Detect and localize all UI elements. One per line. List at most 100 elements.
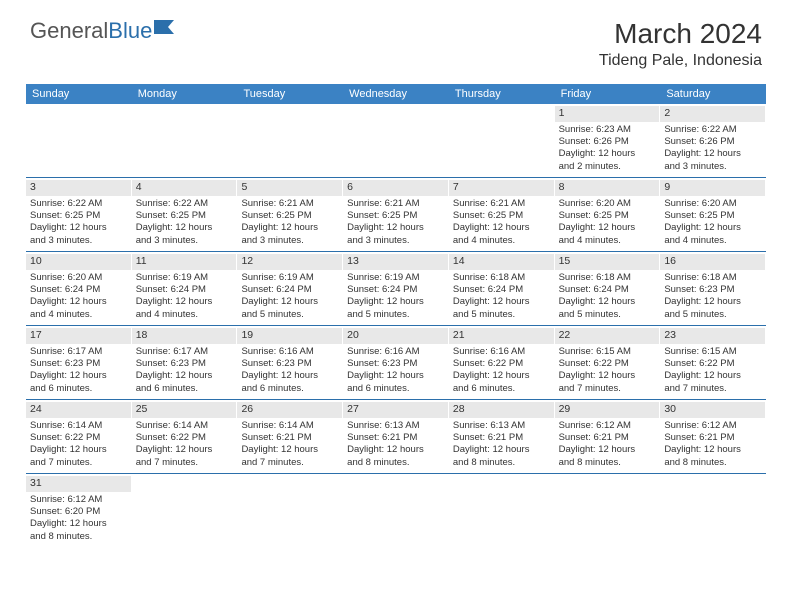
daylight-text: and 7 minutes. <box>559 383 656 395</box>
sunrise-text: Sunrise: 6:13 AM <box>347 420 444 432</box>
sunrise-text: Sunrise: 6:16 AM <box>453 346 550 358</box>
sunrise-text: Sunrise: 6:17 AM <box>136 346 233 358</box>
sunrise-text: Sunrise: 6:16 AM <box>241 346 338 358</box>
day-number <box>660 476 765 478</box>
day-cell: 25 Sunrise: 6:14 AMSunset: 6:22 PMDayligh… <box>132 400 238 473</box>
daylight-text: Daylight: 12 hours <box>241 296 338 308</box>
sunrise-text: Sunrise: 6:14 AM <box>30 420 127 432</box>
sunrise-text: Sunrise: 6:12 AM <box>30 494 127 506</box>
sunrise-text: Sunrise: 6:19 AM <box>136 272 233 284</box>
sunset-text: Sunset: 6:25 PM <box>241 210 338 222</box>
day-number: 20 <box>343 328 448 344</box>
day-cell: 6Sunrise: 6:21 AMSunset: 6:25 PMDaylight… <box>343 178 449 251</box>
sunset-text: Sunset: 6:24 PM <box>30 284 127 296</box>
daylight-text: Daylight: 12 hours <box>347 444 444 456</box>
day-number: 30 <box>660 402 765 418</box>
sunset-text: Sunset: 6:25 PM <box>30 210 127 222</box>
day-cell: 3Sunrise: 6:22 AMSunset: 6:25 PMDaylight… <box>26 178 132 251</box>
week-row: 17Sunrise: 6:17 AMSunset: 6:23 PMDayligh… <box>26 326 766 400</box>
sunrise-text: Sunrise: 6:18 AM <box>559 272 656 284</box>
day-header-wed: Wednesday <box>343 84 449 104</box>
day-number: 21 <box>449 328 554 344</box>
day-number: 19 <box>237 328 342 344</box>
day-number: 11 <box>132 254 237 270</box>
week-row: 24Sunrise: 6:14 AMSunset: 6:22 PMDayligh… <box>26 400 766 474</box>
day-cell <box>237 474 343 547</box>
day-number: 25 <box>132 402 237 418</box>
week-row: 31Sunrise: 6:12 AMSunset: 6:20 PMDayligh… <box>26 474 766 547</box>
day-number <box>132 476 237 478</box>
day-header-sat: Saturday <box>660 84 766 104</box>
daylight-text: Daylight: 12 hours <box>30 370 127 382</box>
day-number: 9 <box>660 180 765 196</box>
day-cell: 12Sunrise: 6:19 AMSunset: 6:24 PMDayligh… <box>237 252 343 325</box>
daylight-text: and 4 minutes. <box>664 235 761 247</box>
sunrise-text: Sunrise: 6:20 AM <box>559 198 656 210</box>
day-headers-row: Sunday Monday Tuesday Wednesday Thursday… <box>26 84 766 104</box>
sunset-text: Sunset: 6:23 PM <box>30 358 127 370</box>
sunset-text: Sunset: 6:25 PM <box>664 210 761 222</box>
day-cell: 10Sunrise: 6:20 AMSunset: 6:24 PMDayligh… <box>26 252 132 325</box>
day-cell: 31Sunrise: 6:12 AMSunset: 6:20 PMDayligh… <box>26 474 132 547</box>
daylight-text: and 7 minutes. <box>664 383 761 395</box>
daylight-text: and 4 minutes. <box>30 309 127 321</box>
sunrise-text: Sunrise: 6:23 AM <box>559 124 656 136</box>
day-header-sun: Sunday <box>26 84 132 104</box>
calendar: Sunday Monday Tuesday Wednesday Thursday… <box>26 84 766 547</box>
sunrise-text: Sunrise: 6:21 AM <box>241 198 338 210</box>
daylight-text: Daylight: 12 hours <box>453 222 550 234</box>
day-cell: 8 Sunrise: 6:20 AMSunset: 6:25 PMDaylight… <box>555 178 661 251</box>
day-cell: 30Sunrise: 6:12 AMSunset: 6:21 PMDayligh… <box>660 400 766 473</box>
daylight-text: Daylight: 12 hours <box>559 148 656 160</box>
daylight-text: and 7 minutes. <box>241 457 338 469</box>
sunset-text: Sunset: 6:21 PM <box>453 432 550 444</box>
week-row: 3Sunrise: 6:22 AMSunset: 6:25 PMDaylight… <box>26 178 766 252</box>
sunset-text: Sunset: 6:24 PM <box>347 284 444 296</box>
sunset-text: Sunset: 6:25 PM <box>136 210 233 222</box>
daylight-text: and 4 minutes. <box>136 309 233 321</box>
daylight-text: and 5 minutes. <box>559 309 656 321</box>
sunset-text: Sunset: 6:25 PM <box>347 210 444 222</box>
day-number: 15 <box>555 254 660 270</box>
sunset-text: Sunset: 6:23 PM <box>347 358 444 370</box>
daylight-text: Daylight: 12 hours <box>453 296 550 308</box>
sunrise-text: Sunrise: 6:20 AM <box>664 198 761 210</box>
daylight-text: Daylight: 12 hours <box>559 370 656 382</box>
daylight-text: Daylight: 12 hours <box>559 222 656 234</box>
day-number <box>132 106 237 108</box>
day-number: 4 <box>132 180 237 196</box>
day-cell: 28Sunrise: 6:13 AMSunset: 6:21 PMDayligh… <box>449 400 555 473</box>
daylight-text: Daylight: 12 hours <box>347 222 444 234</box>
day-number <box>237 476 342 478</box>
sunrise-text: Sunrise: 6:12 AM <box>664 420 761 432</box>
day-number: 24 <box>26 402 131 418</box>
day-cell: 23Sunrise: 6:15 AMSunset: 6:22 PMDayligh… <box>660 326 766 399</box>
daylight-text: Daylight: 12 hours <box>347 296 444 308</box>
day-cell: 19Sunrise: 6:16 AMSunset: 6:23 PMDayligh… <box>237 326 343 399</box>
sunrise-text: Sunrise: 6:15 AM <box>559 346 656 358</box>
daylight-text: Daylight: 12 hours <box>347 370 444 382</box>
sunset-text: Sunset: 6:23 PM <box>664 284 761 296</box>
daylight-text: Daylight: 12 hours <box>136 444 233 456</box>
sunset-text: Sunset: 6:22 PM <box>136 432 233 444</box>
sunset-text: Sunset: 6:25 PM <box>559 210 656 222</box>
location-label: Tideng Pale, Indonesia <box>599 52 762 70</box>
sunrise-text: Sunrise: 6:14 AM <box>136 420 233 432</box>
day-cell: 29Sunrise: 6:12 AMSunset: 6:21 PMDayligh… <box>555 400 661 473</box>
daylight-text: and 5 minutes. <box>453 309 550 321</box>
daylight-text: Daylight: 12 hours <box>241 444 338 456</box>
daylight-text: and 4 minutes. <box>559 235 656 247</box>
daylight-text: and 6 minutes. <box>241 383 338 395</box>
day-number: 8 <box>555 180 660 196</box>
day-cell <box>449 474 555 547</box>
daylight-text: and 2 minutes. <box>559 161 656 173</box>
daylight-text: Daylight: 12 hours <box>241 222 338 234</box>
sunset-text: Sunset: 6:21 PM <box>347 432 444 444</box>
daylight-text: Daylight: 12 hours <box>559 296 656 308</box>
sunrise-text: Sunrise: 6:20 AM <box>30 272 127 284</box>
sunset-text: Sunset: 6:24 PM <box>559 284 656 296</box>
daylight-text: Daylight: 12 hours <box>241 370 338 382</box>
sunset-text: Sunset: 6:24 PM <box>241 284 338 296</box>
day-cell <box>449 104 555 177</box>
month-title: March 2024 <box>599 18 762 50</box>
